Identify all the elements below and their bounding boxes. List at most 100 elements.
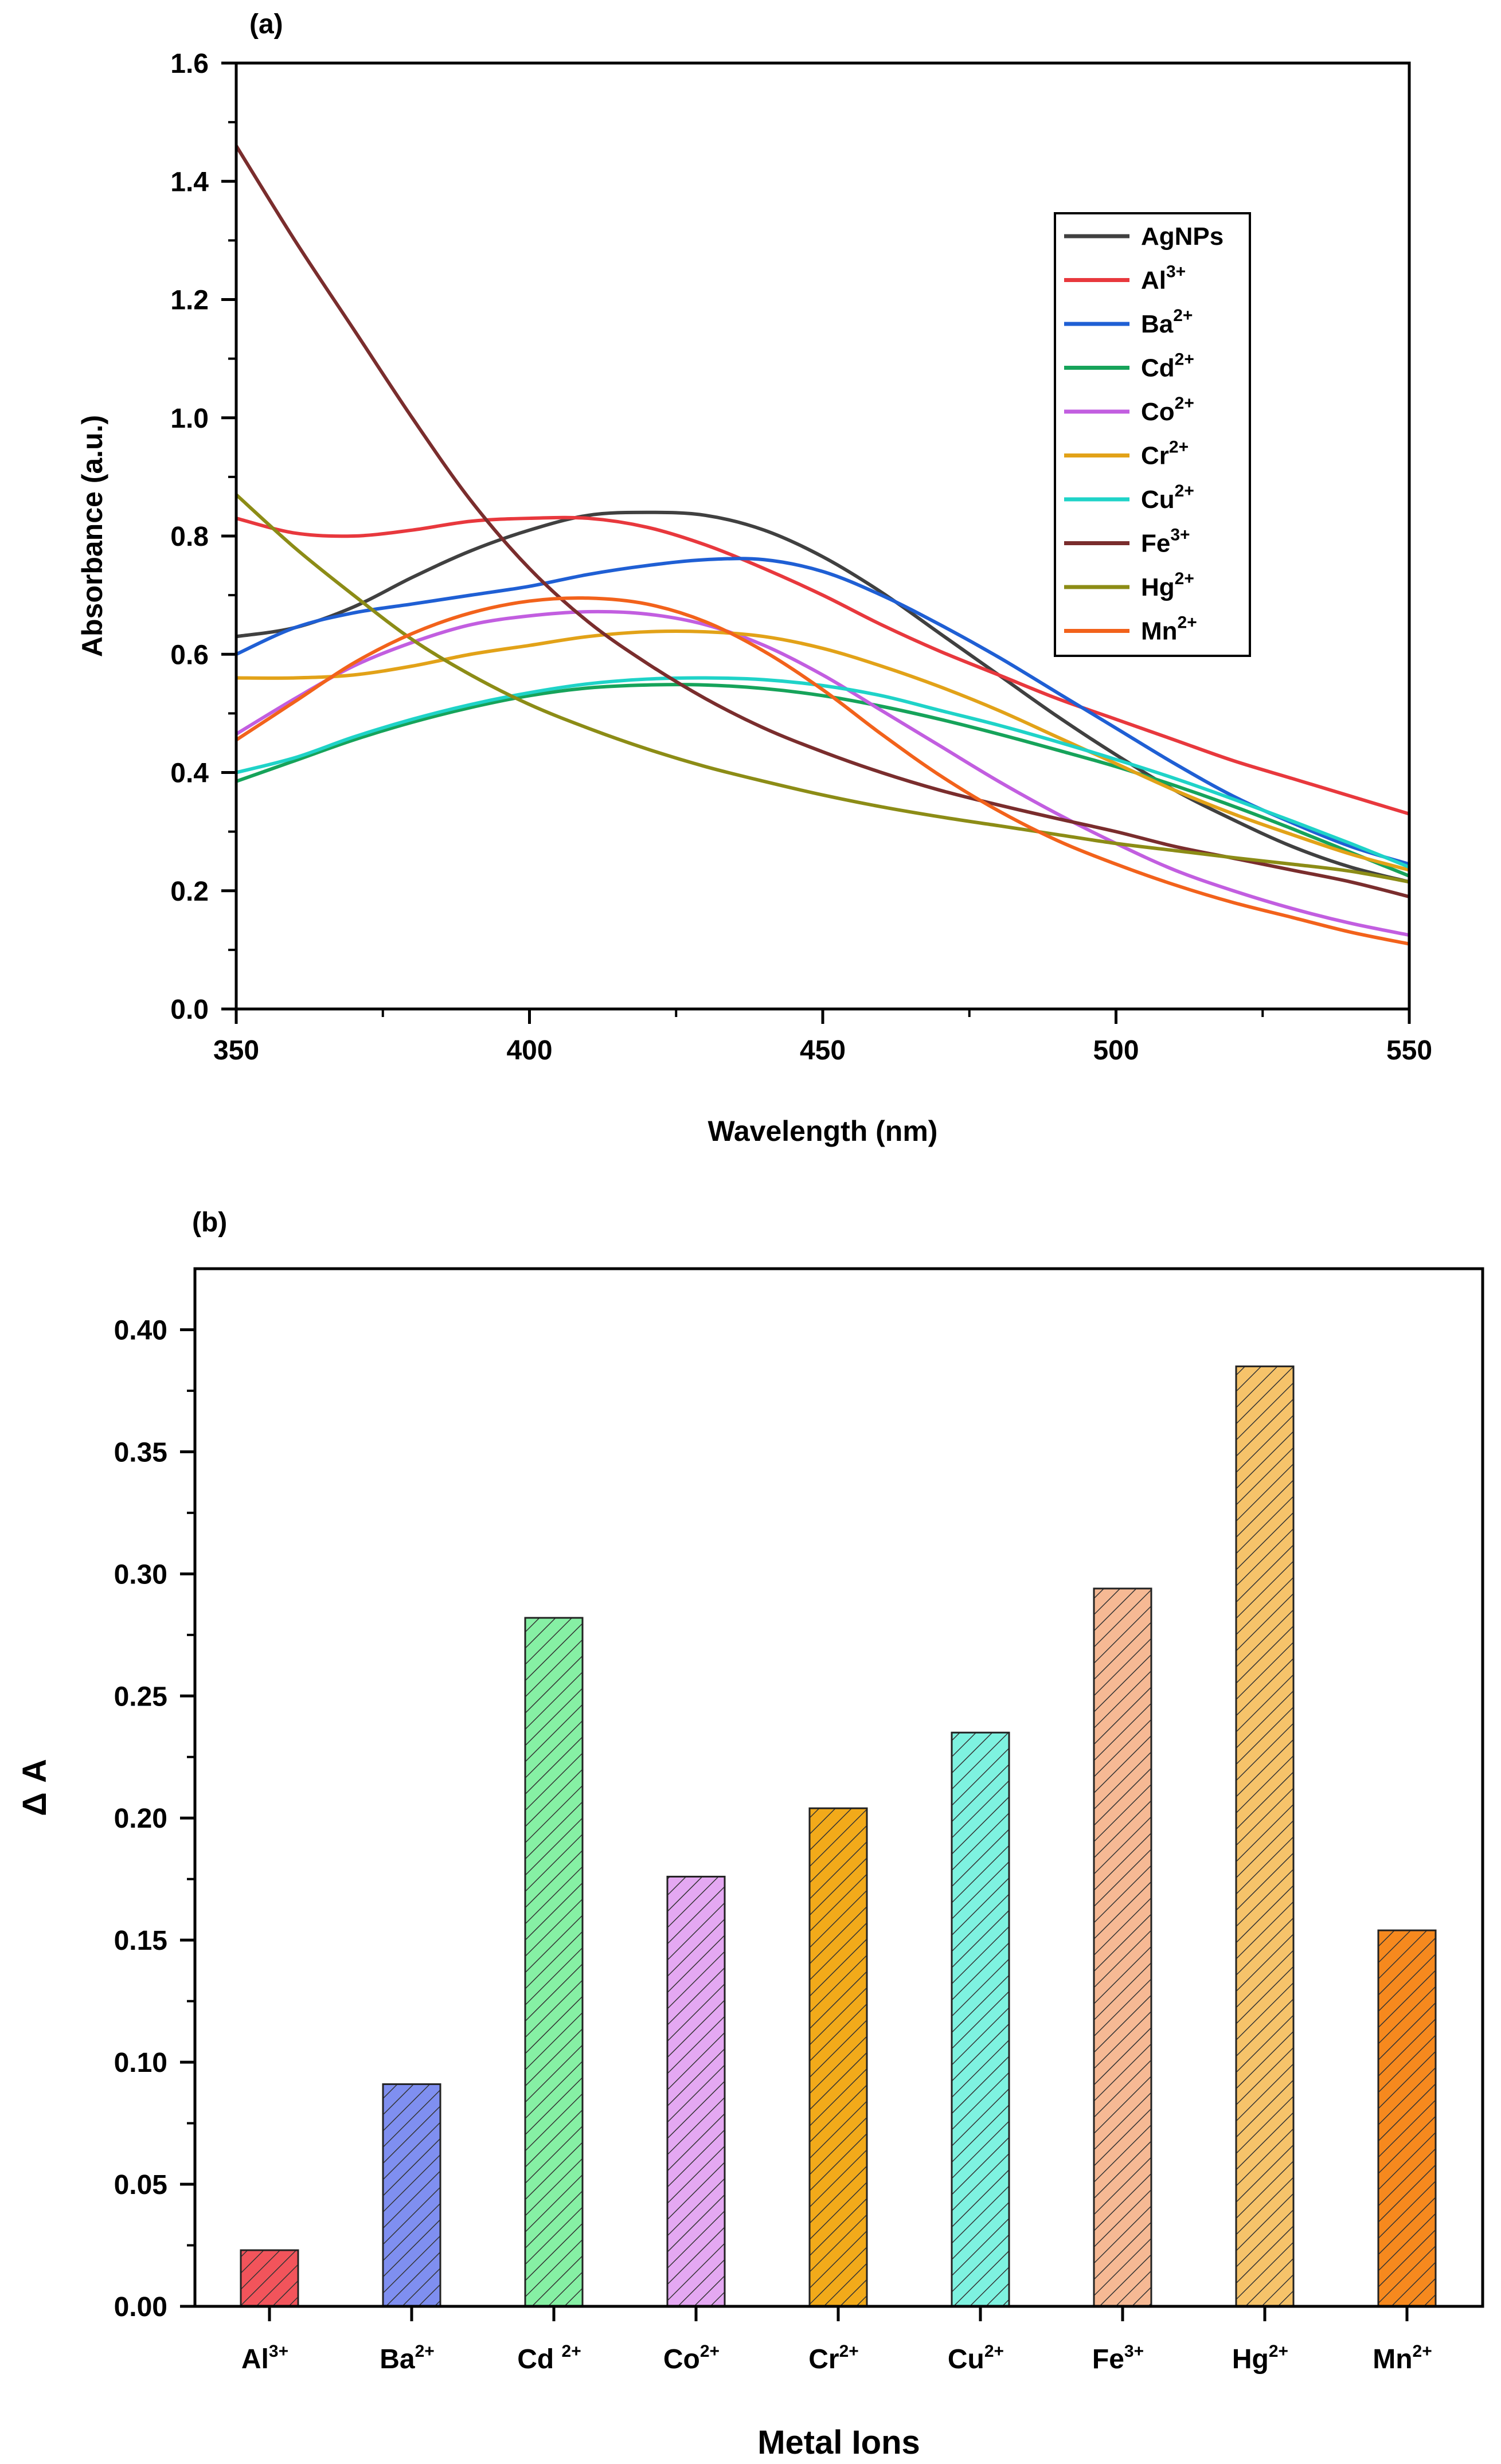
line-series-ba [235, 557, 1410, 866]
y-tick-label-a: 0.6 [170, 640, 209, 670]
legend-label-text: Cd [1141, 354, 1175, 382]
x-tick-label-b-text: Co [663, 2344, 700, 2375]
line-series-agnps [236, 510, 1410, 884]
x-tick-label-b-text: Mn [1373, 2344, 1412, 2375]
panel-a-label: (a) [249, 9, 283, 40]
y-tick-label-a: 0.2 [170, 877, 209, 907]
y-tick-labels-b: 0.00 0.05 0.10 0.15 0.20 0.25 0.30 0.35 0.40 [114, 1315, 167, 2322]
legend-label-text: Co [1141, 398, 1175, 426]
legend-entry-co: Co2+ [1064, 394, 1194, 426]
x-tick-label-b-text: Hg [1232, 2344, 1269, 2375]
x-tick-label-a: 550 [1386, 1035, 1432, 1066]
line-series-fe [234, 144, 1410, 898]
x-tick-label-b-sup: 2+ [1269, 2342, 1288, 2361]
x-axis-title-a: Wavelength (nm) [708, 1115, 938, 1147]
legend-box [1054, 212, 1251, 657]
y-tick-label-a: 1.2 [170, 285, 209, 316]
bar-cr [808, 1807, 868, 2307]
line-series-co [235, 609, 1410, 937]
legend-entry-al: Al3+ [1064, 263, 1186, 295]
x-tick-label-b: Hg2+ [1232, 2342, 1288, 2375]
x-tick-label-a: 450 [800, 1035, 846, 1066]
legend-label-text: Mn [1141, 617, 1178, 646]
tick-group-b [180, 1328, 1409, 2321]
legend-label-sup: 2+ [1175, 350, 1194, 369]
y-tick-label-a: 1.0 [170, 404, 209, 434]
y-tick-label-b: 0.15 [114, 1926, 167, 1956]
x-tick-label-b-text: Cu [948, 2344, 984, 2375]
legend-entry-agnps: AgNPs [1064, 222, 1224, 251]
x-tick-label-b-text: Cr [808, 2344, 839, 2375]
x-tick-label-a: 500 [1093, 1035, 1139, 1066]
y-tick-labels-a: 0.0 0.2 0.4 0.6 0.8 1.0 1.2 1.4 1.6 [170, 49, 209, 1025]
legend-label: Al3+ [1141, 263, 1186, 295]
legend-label-sup: 2+ [1169, 438, 1189, 457]
bar-co [666, 1875, 726, 2307]
x-tick-label-b-text: Fe [1092, 2344, 1124, 2375]
line-series-hg [234, 493, 1410, 884]
x-tick-label-b: Cu2+ [948, 2342, 1004, 2375]
y-tick-label-b: 0.00 [114, 2292, 167, 2322]
legend-label: Ba2+ [1141, 306, 1193, 338]
legend-entry-mn: Mn2+ [1064, 613, 1197, 646]
x-tick-label-b: Al3+ [241, 2342, 288, 2375]
x-tick-label-b-sup: 2+ [839, 2342, 859, 2361]
legend-label-text: Ba [1141, 310, 1174, 338]
legend-label-text: Cr [1141, 442, 1169, 470]
bar-cu [951, 1731, 1010, 2307]
x-tick-label-b-sup: 2+ [984, 2342, 1004, 2361]
legend-label-text: Fe [1141, 530, 1170, 558]
panel-b: (b) 0.00 0.05 0.10 0.15 0.20 0.25 0.30 0.35 0.40… [16, 1207, 1484, 2461]
legend-label: Cu2+ [1141, 482, 1194, 514]
y-tick-label-b: 0.05 [114, 2170, 167, 2200]
legend-label-sup: 2+ [1175, 569, 1194, 588]
x-tick-label-b-text: Cd [517, 2344, 561, 2375]
y-tick-label-b: 0.20 [114, 1804, 167, 1834]
legend-entry-cu: Cu2+ [1064, 482, 1194, 514]
tick-group-a [221, 61, 1411, 1024]
line-series-mn [235, 596, 1410, 946]
legend-label-sup: 2+ [1173, 306, 1193, 325]
line-series-cd [236, 683, 1410, 878]
x-tick-label-a: 400 [506, 1035, 552, 1066]
line-series-cu [236, 676, 1410, 869]
legend-entry-cd: Cd2+ [1064, 350, 1194, 382]
x-tick-label-b-sup: 3+ [269, 2342, 288, 2361]
y-tick-label-a: 0.8 [170, 522, 209, 552]
y-tick-label-a: 1.6 [170, 49, 209, 79]
x-tick-label-b-sup: 2+ [562, 2342, 581, 2361]
x-tick-label-b: Co2+ [663, 2342, 720, 2375]
legend: AgNPsAl3+Ba2+Cd2+Co2+Cr2+Cu2+Fe3+Hg2+Mn2… [1054, 212, 1251, 657]
bar-group [240, 1365, 1437, 2307]
y-axis-title-a: Absorbance (a.u.) [76, 415, 108, 657]
bar-mn [1377, 1929, 1437, 2307]
legend-label: Cr2+ [1141, 438, 1189, 470]
legend-label-text: Hg [1141, 573, 1175, 601]
legend-label: AgNPs [1141, 222, 1224, 251]
bar-hg [1235, 1365, 1295, 2307]
y-tick-label-a: 1.4 [170, 167, 209, 197]
legend-entry-hg: Hg2+ [1064, 569, 1194, 601]
y-axis-title-b: Δ A [16, 1759, 53, 1816]
legend-entry-fe: Fe3+ [1064, 526, 1190, 558]
legend-label-sup: 3+ [1166, 263, 1186, 281]
x-tick-label-b: Mn2+ [1373, 2342, 1432, 2375]
legend-label-sup: 2+ [1175, 394, 1194, 413]
x-tick-label-b: Fe3+ [1092, 2342, 1144, 2375]
x-tick-label-b: Cr2+ [808, 2342, 859, 2375]
x-tick-label-b-sup: 2+ [700, 2342, 720, 2361]
y-tick-label-b: 0.25 [114, 1681, 167, 1712]
y-tick-label-b: 0.10 [114, 2048, 167, 2078]
legend-label-sup: 2+ [1178, 613, 1197, 632]
legend-label-text: Cu [1141, 486, 1175, 514]
x-tick-label-b-text: Ba [380, 2344, 415, 2375]
legend-label: Co2+ [1141, 394, 1194, 426]
legend-label-text: Al [1141, 267, 1166, 295]
legend-entry-cr: Cr2+ [1064, 438, 1189, 470]
x-tick-label-b-sup: 3+ [1124, 2342, 1144, 2361]
x-tick-label-b-sup: 2+ [1413, 2342, 1432, 2361]
x-tick-label-a: 350 [213, 1035, 259, 1066]
x-tick-label-b: Ba2+ [380, 2342, 435, 2375]
bar-cd [524, 1617, 584, 2307]
